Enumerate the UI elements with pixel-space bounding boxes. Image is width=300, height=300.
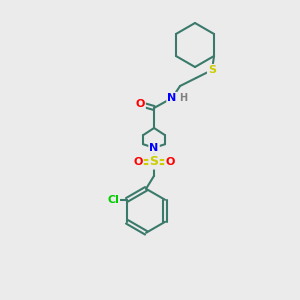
Text: O: O [165,157,175,167]
Text: S: S [208,65,216,75]
Text: N: N [167,93,177,103]
Text: O: O [134,157,143,167]
Text: Cl: Cl [107,195,119,205]
Text: O: O [135,99,145,109]
Text: S: S [150,155,159,168]
Text: H: H [179,93,187,103]
Text: N: N [149,143,159,153]
